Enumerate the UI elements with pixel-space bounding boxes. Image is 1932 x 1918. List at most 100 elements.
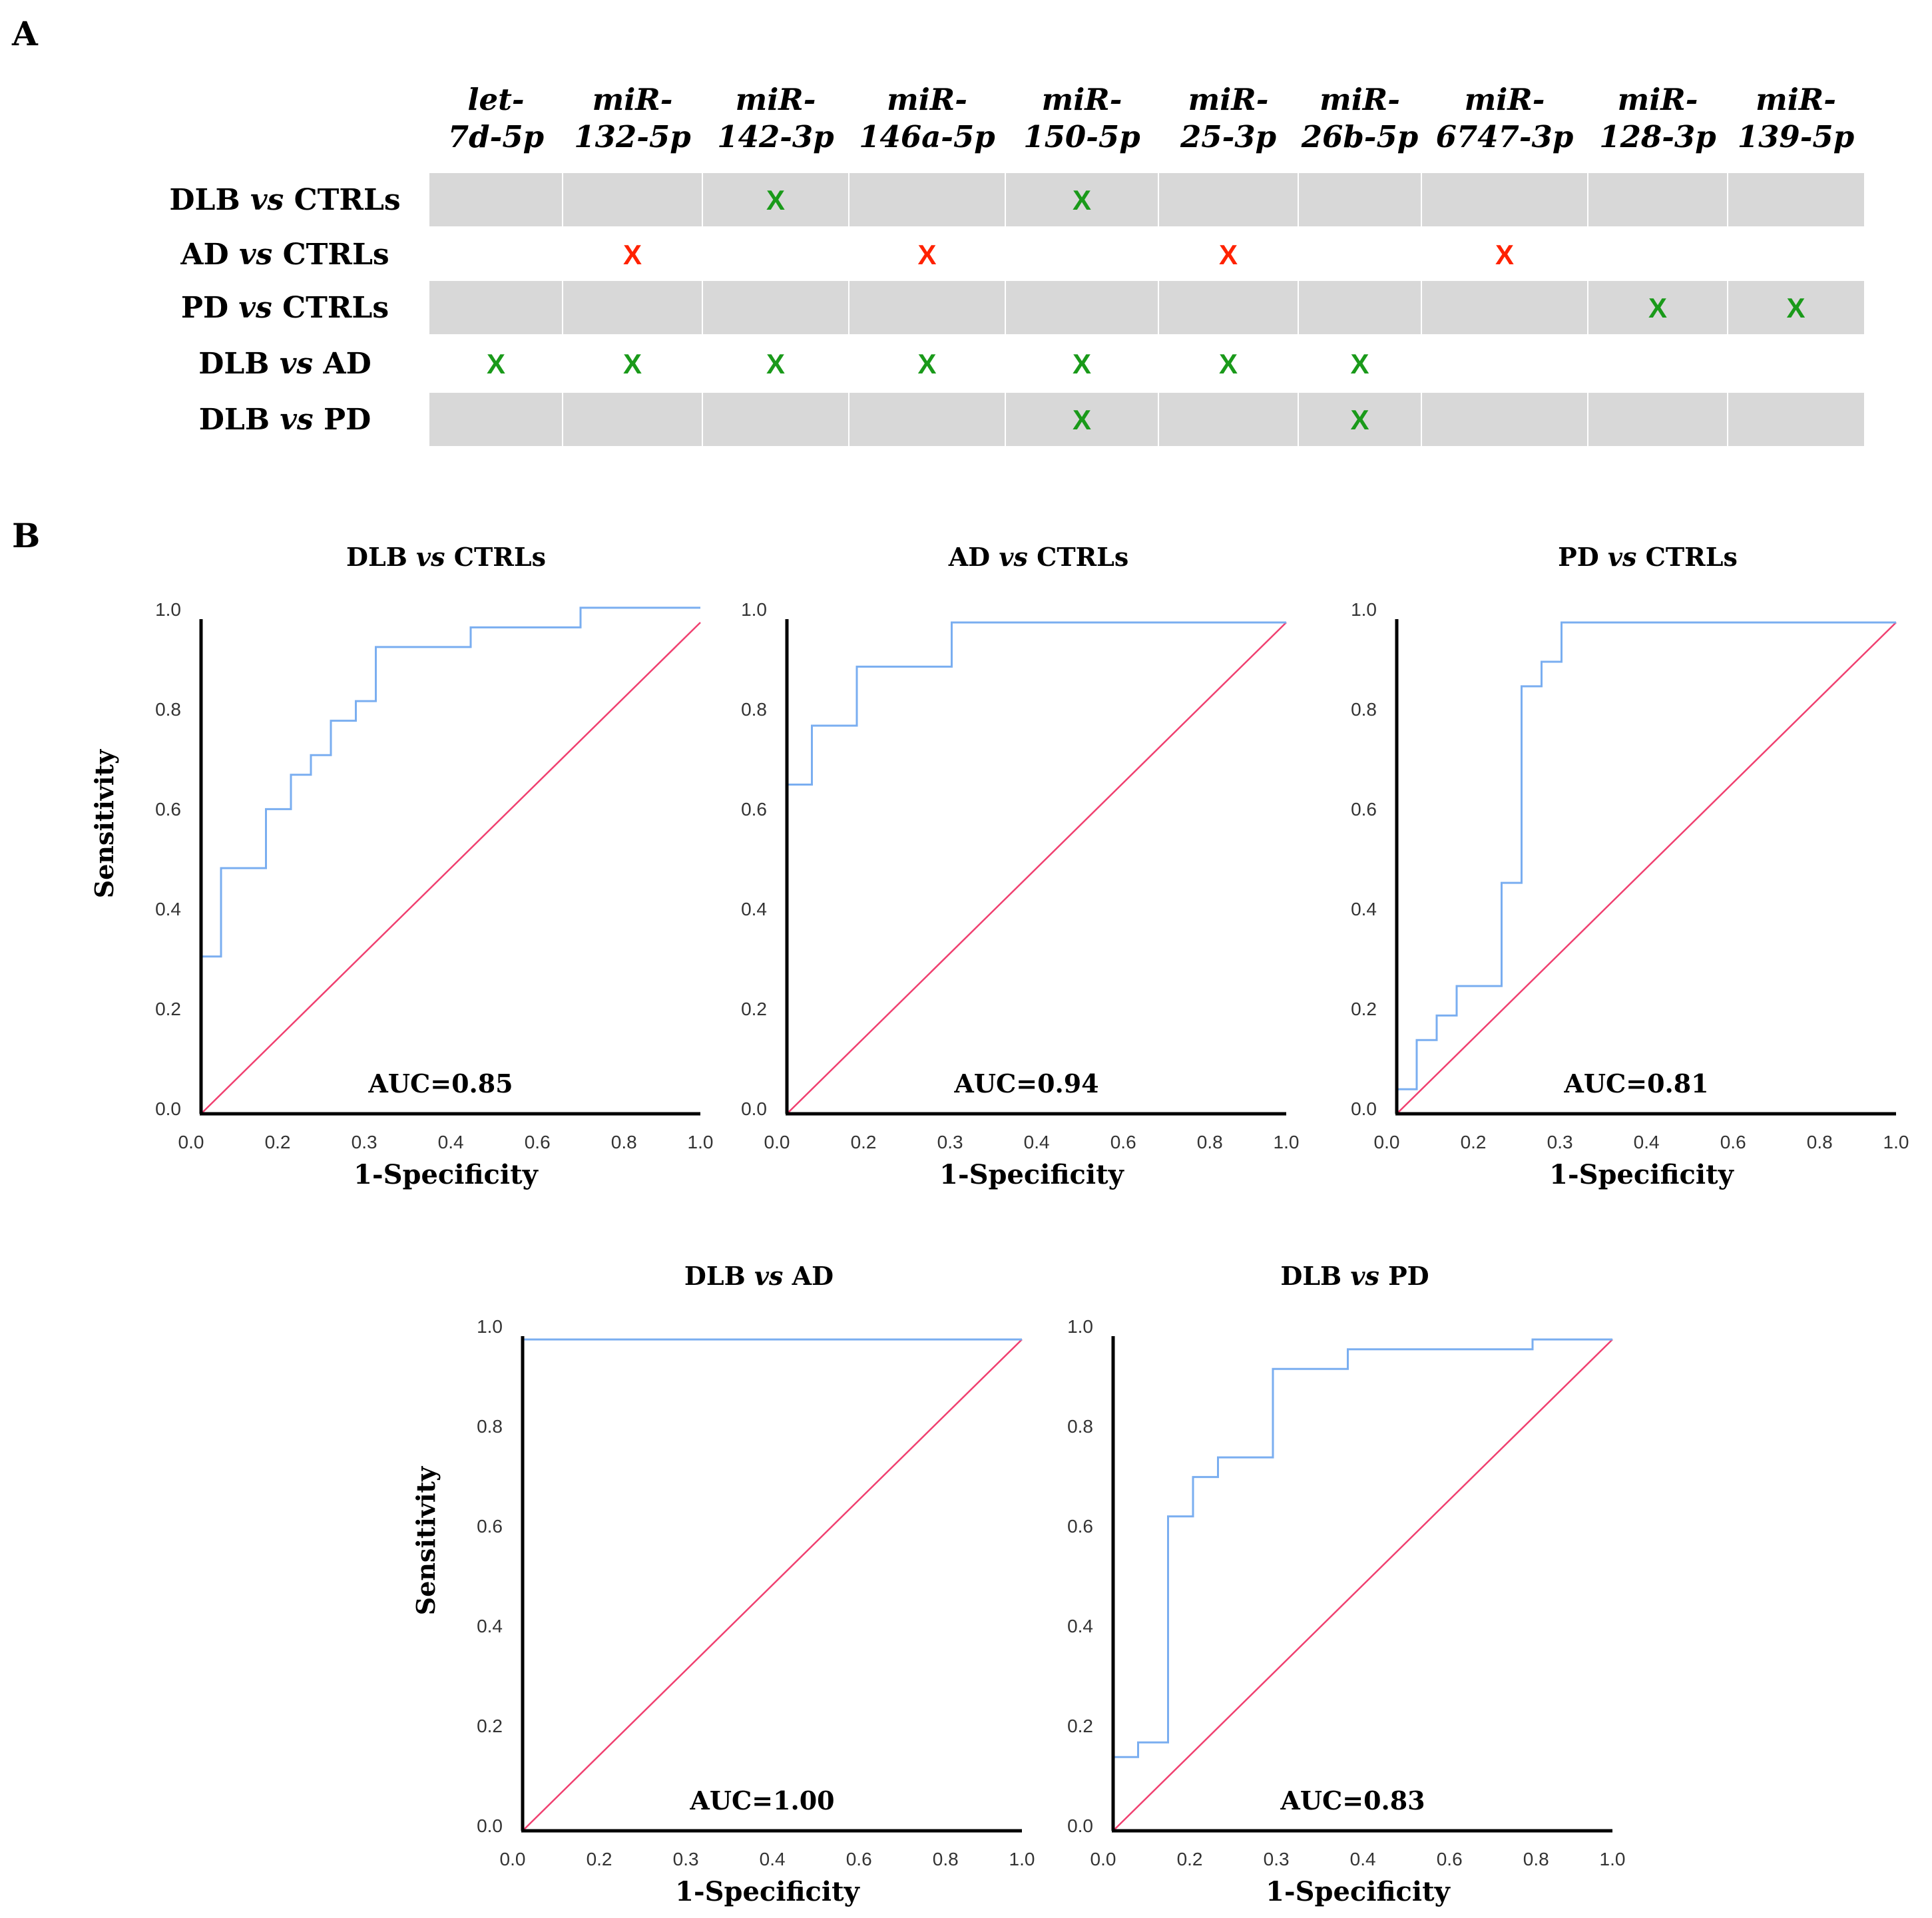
y-tick-label: 0.0 xyxy=(1067,1815,1093,1836)
row-label: DLB vs CTRLs xyxy=(169,183,400,217)
column-header: miR-132-5p xyxy=(574,82,690,154)
x-tick-label: 0.2 xyxy=(1177,1849,1203,1869)
x-tick-label: 0.8 xyxy=(1523,1849,1549,1869)
x-tick-label: 0.6 xyxy=(1720,1132,1746,1152)
mark-significant-green: X xyxy=(623,348,642,379)
auc-label: AUC=0.81 xyxy=(1563,1069,1708,1098)
x-tick-label: 1.0 xyxy=(1274,1132,1300,1152)
x-tick-label: 0.2 xyxy=(587,1849,612,1869)
mark-significant-green: X xyxy=(487,348,505,379)
x-tick-label: 0.3 xyxy=(352,1132,377,1152)
panel-label-a: A xyxy=(11,14,39,53)
x-tick-label: 0.4 xyxy=(760,1849,786,1869)
y-tick-label: 0.6 xyxy=(477,1516,503,1537)
auc-label: AUC=0.94 xyxy=(953,1069,1098,1098)
auc-label: AUC=1.00 xyxy=(689,1786,834,1815)
x-tick-label: 0.8 xyxy=(611,1132,637,1152)
roc-curve xyxy=(1112,1338,1612,1831)
x-tick-label: 0.8 xyxy=(1807,1132,1833,1152)
y-tick-label: 0.2 xyxy=(155,999,181,1019)
x-tick-label: 0.4 xyxy=(1024,1132,1050,1152)
y-tick-label: 0.4 xyxy=(477,1616,503,1636)
row-label: DLB vs PD xyxy=(199,403,371,437)
x-tick-label: 0.6 xyxy=(846,1849,872,1869)
y-tick-label: 0.8 xyxy=(741,699,767,720)
column-header: miR-26b-5p xyxy=(1301,82,1419,154)
mark-significant-red: X xyxy=(1495,239,1514,270)
x-tick-label: 0.2 xyxy=(851,1132,877,1152)
x-tick-label: 0.6 xyxy=(1437,1849,1463,1869)
x-axis-label: 1-Specificity xyxy=(354,1159,539,1190)
x-tick-label: 0.6 xyxy=(1110,1132,1136,1152)
chart-title: DLB vs PD xyxy=(1280,1261,1429,1291)
row-label: AD vs CTRLs xyxy=(180,238,389,272)
table-row-band xyxy=(429,173,1864,226)
mark-significant-green: X xyxy=(1786,292,1805,324)
chart-title: DLB vs CTRLs xyxy=(346,542,546,572)
x-tick-label: 0.8 xyxy=(1197,1132,1223,1152)
y-tick-label: 0.2 xyxy=(1067,1716,1093,1736)
y-tick-label: 1.0 xyxy=(155,599,181,620)
panel-label-b: B xyxy=(12,516,40,555)
x-axis-label: 1-Specificity xyxy=(939,1159,1124,1190)
auc-label: AUC=0.85 xyxy=(367,1069,513,1098)
roc-chart: PD vs CTRLs 0.0 0.2 0.4 0.6 0.8 1.0 0.0 0.2 0.3 0.… xyxy=(1351,542,1909,1190)
x-tick-label: 0.3 xyxy=(1547,1132,1573,1152)
roc-curve xyxy=(1395,621,1896,1114)
mark-significant-green: X xyxy=(1648,292,1667,324)
roc-curve xyxy=(786,621,1286,1114)
x-axis-label: 1-Specificity xyxy=(1549,1159,1734,1190)
y-tick-label: 0.2 xyxy=(477,1716,503,1736)
column-header: let-7d-5p xyxy=(448,82,544,154)
mirna-table: let-7d-5p miR-132-5p miR-142-3p miR-146a-5p… xyxy=(169,82,1864,446)
reference-line xyxy=(1396,622,1897,1114)
x-tick-label: 1.0 xyxy=(688,1132,714,1152)
y-tick-label: 0.2 xyxy=(1351,999,1377,1019)
y-tick-label: 1.0 xyxy=(1351,599,1377,620)
x-tick-label: 0.8 xyxy=(933,1849,959,1869)
mark-significant-green: X xyxy=(766,348,785,379)
x-tick-label: 0.0 xyxy=(500,1849,526,1869)
mark-significant-red: X xyxy=(1219,239,1238,270)
table-row-band xyxy=(429,281,1864,334)
y-tick-label: 0.4 xyxy=(1067,1616,1093,1636)
y-tick-label: 0.0 xyxy=(477,1815,503,1836)
y-tick-label: 0.8 xyxy=(155,699,181,720)
x-tick-label: 0.0 xyxy=(178,1132,204,1152)
auc-label: AUC=0.83 xyxy=(1280,1786,1425,1815)
y-tick-label: 0.8 xyxy=(1067,1416,1093,1437)
reference-line xyxy=(522,1339,1023,1831)
y-axis-label: Sensitivity xyxy=(89,749,119,898)
reference-line xyxy=(1112,1339,1613,1831)
mark-significant-green: X xyxy=(1073,348,1091,379)
mark-significant-green: X xyxy=(766,184,785,216)
x-tick-label: 1.0 xyxy=(1600,1849,1626,1869)
y-tick-label: 0.8 xyxy=(477,1416,503,1437)
mark-significant-green: X xyxy=(917,348,936,379)
mark-significant-green: X xyxy=(1350,404,1369,435)
y-tick-label: 0.6 xyxy=(1067,1516,1093,1537)
column-header: miR-142-3p xyxy=(717,82,834,154)
roc-chart: AD vs CTRLs 0.0 0.2 0.4 0.6 0.8 1.0 0.0 0.2 0.3 0.… xyxy=(741,542,1299,1190)
chart-title: PD vs CTRLs xyxy=(1558,542,1738,572)
x-tick-label: 0.0 xyxy=(1090,1849,1116,1869)
y-tick-label: 0.4 xyxy=(741,899,767,919)
x-tick-label: 1.0 xyxy=(1883,1132,1909,1152)
x-tick-label: 0.3 xyxy=(673,1849,699,1869)
mark-significant-red: X xyxy=(623,239,642,270)
roc-charts: DLB vs CTRLs 0.0 0.2 0.4 0.6 0.8 1.0 0.0 0.2 0.3 0… xyxy=(89,542,1909,1907)
roc-curve xyxy=(200,606,700,1114)
chart-title: DLB vs AD xyxy=(684,1261,834,1291)
column-header: miR-6747-3p xyxy=(1436,82,1574,154)
chart-title: AD vs CTRLs xyxy=(948,542,1129,572)
y-tick-label: 0.6 xyxy=(155,799,181,820)
y-tick-label: 0.0 xyxy=(155,1098,181,1119)
y-tick-label: 1.0 xyxy=(1067,1316,1093,1337)
x-tick-label: 0.4 xyxy=(438,1132,464,1152)
y-tick-label: 0.8 xyxy=(1351,699,1377,720)
roc-chart: DLB vs PD 0.0 0.2 0.4 0.6 0.8 1.0 0.0 0.2 0.3 0.4 0… xyxy=(1067,1261,1625,1907)
x-axis-label: 1-Specificity xyxy=(675,1876,860,1907)
column-header: miR-150-5p xyxy=(1023,82,1140,154)
x-tick-label: 0.2 xyxy=(265,1132,291,1152)
